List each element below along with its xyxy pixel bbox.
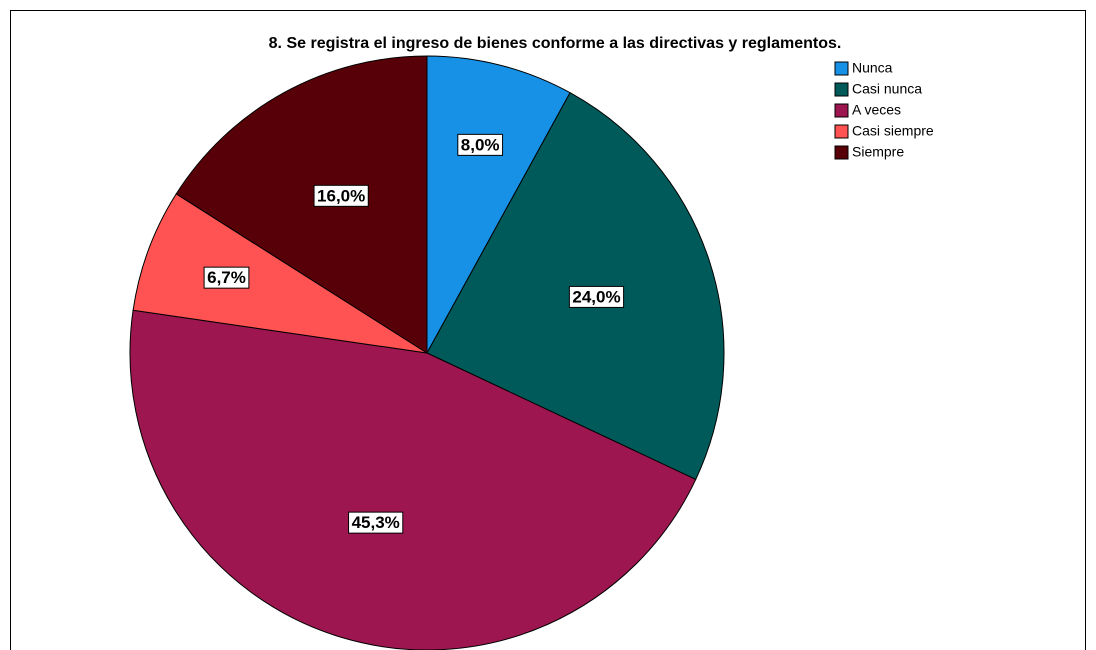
- legend-label: Casi siempre: [852, 123, 934, 139]
- pie-slice: [175, 55, 428, 354]
- data-label-box: [348, 511, 404, 534]
- data-label: 6,7%: [207, 268, 246, 287]
- chart-title: 8. Se registra el ingreso de bienes conf…: [269, 35, 842, 52]
- data-label: 24,0%: [572, 287, 620, 306]
- legend-label: Casi nunca: [852, 81, 922, 97]
- pie-slice: [132, 193, 428, 354]
- legend-swatch: [834, 124, 849, 139]
- data-label: 16,0%: [317, 186, 365, 205]
- data-label-box: [457, 133, 504, 156]
- legend-label: Siempre: [852, 144, 904, 160]
- data-label-box: [568, 285, 625, 308]
- legend-swatch: [834, 61, 849, 76]
- data-label: 45,3%: [352, 513, 400, 532]
- legend-swatch: [834, 82, 849, 97]
- pie-slice: [129, 309, 697, 650]
- data-label-box: [313, 184, 369, 207]
- data-label: 8,0%: [461, 135, 500, 154]
- data-label-box: [203, 266, 250, 289]
- pie-slice: [426, 55, 571, 354]
- legend-label: Nunca: [852, 60, 893, 76]
- legend-swatch: [834, 103, 849, 118]
- legend-swatch: [834, 145, 849, 160]
- legend-label: A veces: [852, 102, 901, 118]
